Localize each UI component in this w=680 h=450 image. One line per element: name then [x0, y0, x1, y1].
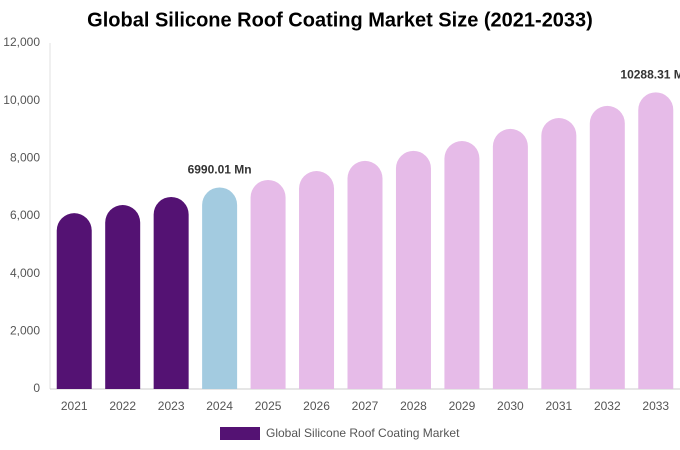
x-tick-label: 2023: [158, 399, 185, 413]
x-tick-label: 2033: [642, 399, 669, 413]
y-tick-label: 2,000: [10, 324, 40, 338]
bar: [250, 179, 286, 389]
x-tick-label: 2021: [61, 399, 88, 413]
bar: [299, 171, 335, 389]
y-tick-label: 12,000: [3, 35, 40, 49]
bar: [638, 92, 674, 389]
bar: [541, 117, 577, 389]
x-tick-label: 2032: [594, 399, 621, 413]
y-tick-label: 0: [33, 381, 40, 395]
bar: [589, 105, 625, 390]
x-tick-label: 2028: [400, 399, 427, 413]
value-label: 10288.31 Mn: [620, 68, 680, 82]
x-tick-label: 2029: [449, 399, 476, 413]
bar: [105, 205, 141, 389]
value-label: 6990.01 Mn: [188, 163, 252, 177]
chart-title: Global Silicone Roof Coating Market Size…: [87, 9, 593, 31]
x-tick-label: 2024: [206, 399, 233, 413]
bar: [56, 213, 92, 389]
y-tick-label: 10,000: [3, 93, 40, 107]
x-tick-label: 2025: [255, 399, 282, 413]
x-tick-label: 2022: [109, 399, 136, 413]
y-tick-label: 8,000: [10, 151, 40, 165]
x-tick-label: 2031: [545, 399, 572, 413]
legend-swatch: [220, 427, 260, 440]
y-tick-label: 4,000: [10, 266, 40, 280]
bar: [153, 196, 189, 389]
x-tick-label: 2030: [497, 399, 524, 413]
legend-label: Global Silicone Roof Coating Market: [266, 426, 460, 440]
x-tick-label: 2026: [303, 399, 330, 413]
bar: [347, 160, 383, 389]
x-tick-label: 2027: [352, 399, 379, 413]
bar: [395, 150, 431, 389]
bar: [492, 128, 528, 389]
bar: [202, 187, 238, 389]
y-tick-label: 6,000: [10, 208, 40, 222]
bar: [444, 141, 480, 389]
